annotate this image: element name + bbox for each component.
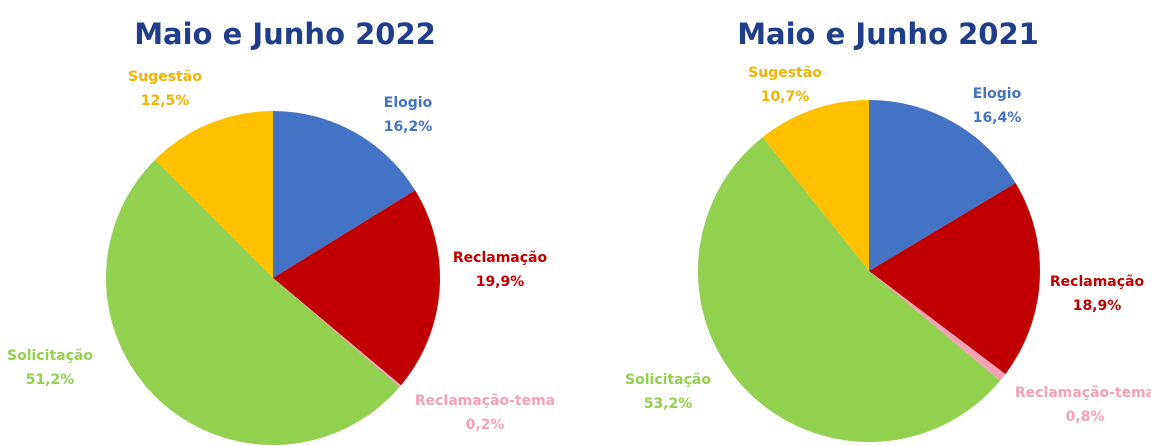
pie-slice [869,271,1006,381]
slice-value-label: 0,8% [1066,409,1105,425]
pie-slice [273,111,416,278]
pie-slice [869,183,1041,375]
pie-slice [762,100,869,271]
slice-category: Sugestão [748,65,822,81]
chart-title: Maio e Junho 2021 [737,17,1039,51]
slice-category: Elogio [973,86,1022,102]
pie-slice [273,190,441,386]
slice-category: Reclamação-tema [415,393,555,409]
slice-category: Reclamação-tema [1015,385,1151,401]
slice-category: Reclamação [1050,274,1145,290]
slice-value-label: 16,2% [384,119,433,135]
slice-value-label: 0,2% [466,417,505,433]
slice-category: Solicitação [625,372,711,388]
slice-value-label: 19,9% [476,274,525,290]
pie-slice [273,278,402,387]
pie-slice [698,137,1001,442]
slice-value-label: 53,2% [644,396,693,412]
slice-category: Solicitação [7,348,93,364]
slice-value-label: 12,5% [141,93,190,109]
slice-category: Elogio [384,95,433,111]
slice-value-label: 18,9% [1073,298,1122,314]
slice-category: Reclamação [453,250,548,266]
slice-value-label: 51,2% [26,372,75,388]
slice-category: Sugestão [128,69,202,85]
pie-slice [869,100,1016,271]
slice-value-label: 16,4% [973,110,1022,126]
pie-slice [154,111,273,278]
pie-slice [106,159,400,445]
slice-value-label: 10,7% [761,89,810,105]
chart-title: Maio e Junho 2022 [134,17,436,51]
